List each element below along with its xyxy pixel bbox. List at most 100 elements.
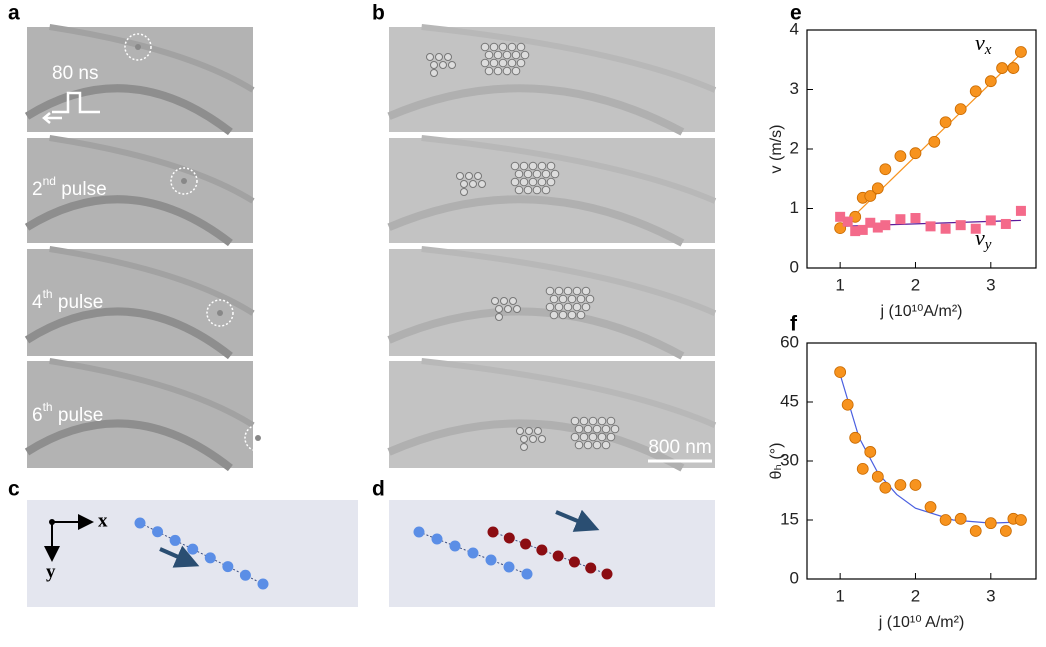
skyrmion-dot	[601, 568, 613, 580]
skyrmion	[489, 42, 499, 52]
skyrmion	[583, 440, 593, 450]
x-tick-label: 1	[835, 586, 844, 605]
skyrmion	[579, 432, 589, 442]
skyrmion-dot	[134, 517, 146, 529]
skyrmion	[570, 416, 580, 426]
data-point	[894, 150, 907, 163]
y-tick-label: 1	[790, 198, 799, 217]
motion-arrow	[555, 509, 600, 532]
y-tick-label: 15	[780, 509, 799, 528]
skyrmion	[567, 294, 577, 304]
skyrmion	[597, 416, 607, 426]
y-axis-label: v (m/s)	[768, 125, 785, 174]
skyrmion-dot	[568, 556, 580, 568]
skyrmion	[574, 424, 584, 434]
y-tick-label: 3	[790, 79, 799, 98]
y-tick-label: 0	[790, 257, 799, 276]
skyrmion	[576, 310, 586, 320]
data-point	[849, 431, 862, 444]
skyrmion	[513, 305, 521, 313]
skyrmion	[572, 302, 582, 312]
skyrmion	[523, 169, 533, 179]
data-point	[984, 517, 997, 530]
skyrmion	[514, 169, 524, 179]
skyrmion	[579, 416, 589, 426]
data-point	[955, 220, 966, 231]
skyrmion	[495, 313, 503, 321]
domain-wall	[421, 358, 717, 428]
skyrmion	[444, 53, 452, 61]
panel-label: c	[8, 478, 20, 501]
data-point	[1015, 46, 1027, 58]
domain-wall	[387, 307, 685, 360]
pulse-label-part: nd	[43, 174, 56, 188]
panel-label: b	[372, 2, 385, 25]
y-axis-name: y	[46, 561, 56, 582]
skyrmion-dot	[204, 552, 216, 564]
skyrmion-dot	[521, 568, 533, 580]
skyrmion	[181, 178, 187, 184]
pulse-width: 80 ns	[52, 63, 98, 84]
data-point	[910, 213, 921, 224]
skyrmion	[519, 161, 529, 171]
skyrmion	[525, 427, 533, 435]
skyrmion	[493, 50, 503, 60]
x-axis-label: j (10¹⁰A/m²)	[880, 303, 963, 320]
skyrmion	[574, 440, 584, 450]
annotation: vy	[975, 225, 992, 253]
skyrmion	[426, 53, 434, 61]
skyrmion	[588, 432, 598, 442]
skyrmion-dot	[503, 561, 515, 573]
x-axis-label: j (10¹⁰ A/m²)	[878, 614, 965, 631]
y-tick-label: 30	[780, 450, 799, 469]
y-tick-label: 45	[780, 391, 799, 410]
skyrmion-dot	[413, 526, 425, 538]
skyrmion	[563, 302, 573, 312]
skyrmion	[516, 58, 526, 68]
skyrmion	[514, 185, 524, 195]
skyrmion	[511, 66, 521, 76]
y-tick-label: 4	[790, 19, 799, 38]
skyrmion-dot	[467, 547, 479, 559]
skyrmion	[491, 297, 499, 305]
skyrmion	[610, 424, 620, 434]
chain-line	[139, 522, 264, 585]
skyrmion-dot	[169, 534, 181, 546]
annotation-main: v	[975, 30, 985, 55]
skyrmion	[435, 53, 443, 61]
data-point	[871, 470, 884, 483]
skyrmion	[495, 305, 503, 313]
skyrmion	[510, 177, 520, 187]
data-point	[969, 525, 982, 537]
data-point	[894, 479, 907, 491]
skyrmion	[546, 177, 556, 187]
panel-label: d	[372, 478, 385, 501]
x-tick-label: 3	[986, 275, 995, 294]
skyrmion-dot	[449, 540, 461, 552]
skyrmion	[489, 58, 499, 68]
skyrmion	[498, 42, 508, 52]
data-point	[850, 226, 861, 237]
skyrmion	[511, 50, 521, 60]
skyrmion	[558, 294, 568, 304]
motion-arrow	[159, 545, 200, 568]
skyrmion	[558, 310, 568, 320]
skyrmion	[510, 161, 520, 171]
annotation-sub: x	[984, 42, 992, 58]
domain-wall	[421, 24, 717, 93]
data-point	[996, 62, 1009, 74]
skyrmion	[255, 435, 261, 441]
skyrmion	[549, 310, 559, 320]
skyrmion	[502, 66, 512, 76]
marker-circle	[206, 299, 234, 327]
domain-wall	[421, 135, 717, 204]
skyrmion	[439, 61, 447, 69]
data-point	[864, 446, 877, 458]
skyrmion	[520, 443, 528, 451]
data-point	[834, 366, 847, 379]
data-point	[872, 222, 883, 233]
skyrmion	[592, 440, 602, 450]
data-point	[865, 217, 876, 228]
pulse-label-part: pulse	[53, 292, 104, 313]
